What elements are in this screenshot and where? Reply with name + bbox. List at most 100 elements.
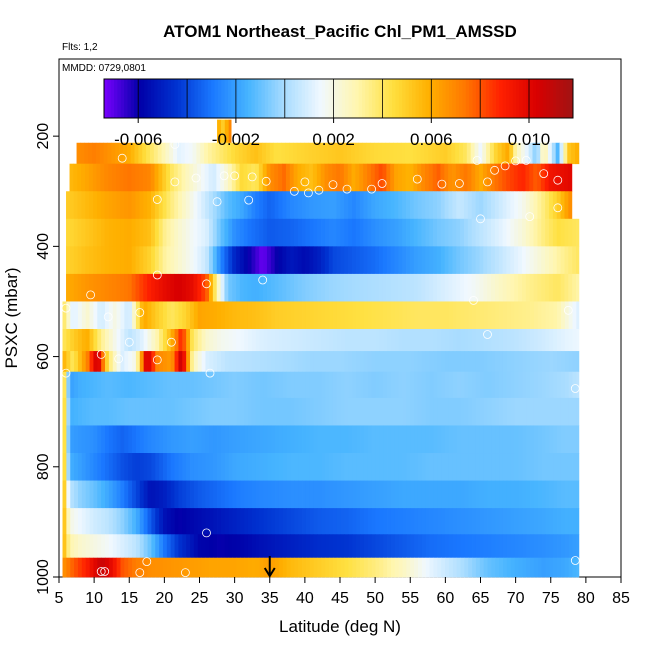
heatmap-cell — [281, 142, 286, 165]
heatmap-cell — [332, 453, 338, 481]
observation-point — [191, 173, 201, 183]
heatmap-cell — [390, 557, 396, 578]
heatmap-cell — [251, 218, 256, 247]
heatmap-cell — [123, 191, 129, 220]
heatmap-cell — [452, 273, 457, 302]
heatmap-cell — [255, 557, 260, 578]
heatmap-cell — [305, 480, 311, 509]
heatmap-cell — [452, 218, 457, 247]
heatmap-cell — [348, 191, 353, 220]
heatmap-cell — [529, 191, 534, 220]
heatmap-cell — [116, 246, 121, 275]
heatmap-cell — [158, 191, 164, 220]
heatmap-cell — [502, 557, 508, 578]
heatmap-cell — [182, 397, 187, 426]
heatmap-cell — [375, 351, 380, 373]
heatmap-cell — [518, 534, 523, 559]
heatmap-cell — [410, 453, 415, 481]
heatmap-cell — [128, 397, 133, 426]
heatmap-cell — [205, 301, 210, 330]
heatmap-cell — [375, 218, 380, 247]
heatmap-cell — [73, 163, 78, 192]
heatmap-cell — [502, 508, 508, 535]
heatmap-cell — [328, 273, 334, 302]
heatmap-cell — [386, 246, 391, 275]
heatmap-cell — [313, 425, 318, 454]
heatmap-cell — [112, 329, 117, 352]
heatmap-cell — [305, 534, 311, 559]
heatmap-cell — [367, 371, 373, 399]
heatmap-cell — [355, 191, 361, 220]
heatmap-cell — [62, 329, 67, 352]
colorbar-segment — [174, 79, 179, 118]
heatmap-cell — [371, 480, 376, 509]
heatmap-cell — [267, 301, 272, 330]
heatmap-cell — [417, 371, 423, 399]
heatmap-cell — [448, 329, 454, 352]
heatmap-cell — [387, 351, 392, 373]
heatmap-cell — [549, 397, 554, 426]
heatmap-cell — [530, 329, 535, 352]
heatmap-cell — [533, 371, 539, 399]
heatmap-cell — [448, 557, 454, 578]
heatmap-cell — [444, 273, 449, 302]
heatmap-cell — [89, 534, 94, 559]
heatmap-cell — [317, 480, 322, 509]
heatmap-cell — [186, 351, 191, 373]
heatmap-cell — [567, 142, 572, 165]
heatmap-cell — [406, 425, 411, 454]
heatmap-cell — [363, 425, 369, 454]
heatmap-cell — [197, 246, 202, 275]
heatmap-cell — [530, 351, 535, 373]
heatmap-cell — [456, 191, 461, 220]
heatmap-cell — [251, 329, 257, 352]
heatmap-cell — [143, 425, 148, 454]
heatmap-cell — [108, 480, 114, 509]
heatmap-cell — [66, 397, 71, 426]
heatmap-cell — [410, 425, 415, 454]
colorbar-segment — [181, 79, 185, 118]
heatmap-cell — [319, 142, 325, 165]
heatmap-cell — [290, 480, 295, 509]
heatmap-cell — [174, 371, 179, 399]
heatmap-cell — [557, 371, 562, 399]
heatmap-cell — [553, 534, 558, 559]
heatmap-cell — [502, 163, 507, 192]
heatmap-cell — [305, 371, 311, 399]
heatmap-cell — [406, 453, 411, 481]
heatmap-cell — [572, 397, 577, 426]
colorbar-segment — [392, 79, 396, 118]
colorbar-segment — [552, 79, 557, 118]
heatmap-cell — [445, 508, 450, 535]
heatmap-cell — [85, 273, 90, 302]
colorbar-segment — [506, 79, 510, 118]
heatmap-cell — [518, 218, 523, 247]
heatmap-cell — [174, 218, 179, 247]
heatmap-cell — [510, 453, 515, 481]
heatmap-cell — [278, 246, 283, 275]
heatmap-cell — [178, 371, 183, 399]
heatmap-cell — [409, 163, 414, 192]
heatmap-cell — [518, 480, 523, 509]
heatmap-cell — [483, 508, 488, 535]
heatmap-cell — [74, 534, 79, 559]
heatmap-cell — [548, 163, 553, 192]
heatmap-cell — [351, 191, 357, 220]
heatmap-cell — [321, 329, 326, 352]
heatmap-cell — [510, 371, 515, 399]
heatmap-cell — [514, 508, 519, 535]
heatmap-cell — [464, 329, 469, 352]
heatmap-cell — [390, 329, 396, 352]
heatmap-cell — [182, 301, 187, 330]
heatmap-cell — [200, 142, 205, 165]
heatmap-cell — [275, 425, 280, 454]
heatmap-cell — [398, 557, 403, 578]
heatmap-cell — [367, 301, 373, 330]
heatmap-cell — [325, 397, 330, 426]
heatmap-cell — [553, 329, 558, 352]
heatmap-cell — [529, 218, 534, 247]
colorbar-segment — [194, 79, 199, 118]
heatmap-cell — [510, 351, 515, 373]
heatmap-cell — [224, 425, 230, 454]
heatmap-cell — [474, 142, 479, 165]
